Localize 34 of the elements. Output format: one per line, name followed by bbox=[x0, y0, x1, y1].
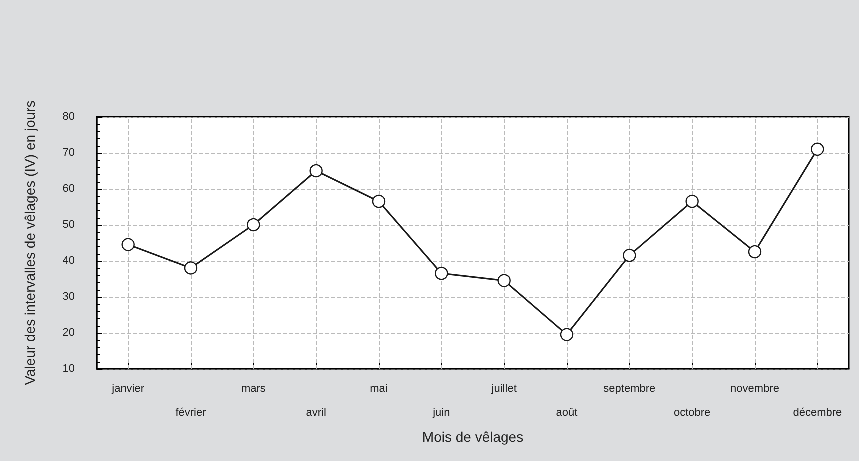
point bbox=[184, 262, 198, 275]
x-tick-label: décembre bbox=[793, 407, 842, 419]
point bbox=[247, 218, 260, 232]
point bbox=[623, 249, 636, 262]
x-tick-label: août bbox=[556, 407, 578, 419]
point bbox=[435, 267, 448, 280]
x-tick-label: juillet bbox=[490, 383, 517, 395]
point bbox=[748, 245, 762, 259]
x-tick-label: janvier bbox=[111, 383, 145, 395]
y-tick-label: 70 bbox=[62, 147, 75, 159]
y-tick-label: 60 bbox=[62, 183, 75, 195]
point bbox=[310, 164, 323, 178]
x-tick-label: mai bbox=[370, 383, 388, 395]
x-tick-label: septembre bbox=[604, 383, 656, 395]
x-axis-title: Mois de vêlages bbox=[422, 428, 524, 445]
point bbox=[372, 195, 386, 208]
y-tick-label: 80 bbox=[62, 111, 75, 123]
y-axis-title: Valeur des intervalles de vêlages (IV) en jours bbox=[22, 100, 38, 386]
x-tick-label: octobre bbox=[674, 407, 711, 419]
y-tick-label: 50 bbox=[62, 219, 75, 231]
point bbox=[122, 238, 135, 252]
point bbox=[811, 142, 824, 156]
x-tick-label: mars bbox=[241, 383, 266, 395]
x-tick-label: février bbox=[176, 407, 207, 419]
x-tick-label: novembre bbox=[730, 383, 780, 395]
y-tick-label: 10 bbox=[62, 363, 75, 375]
x-tick-label: avril bbox=[306, 407, 326, 419]
x-tick-label: juin bbox=[432, 407, 450, 419]
y-tick-label: 40 bbox=[62, 255, 75, 267]
y-tick-label: 20 bbox=[62, 327, 75, 339]
point bbox=[560, 328, 574, 342]
point bbox=[686, 195, 699, 208]
point bbox=[498, 274, 511, 288]
y-tick-label: 30 bbox=[62, 291, 75, 303]
